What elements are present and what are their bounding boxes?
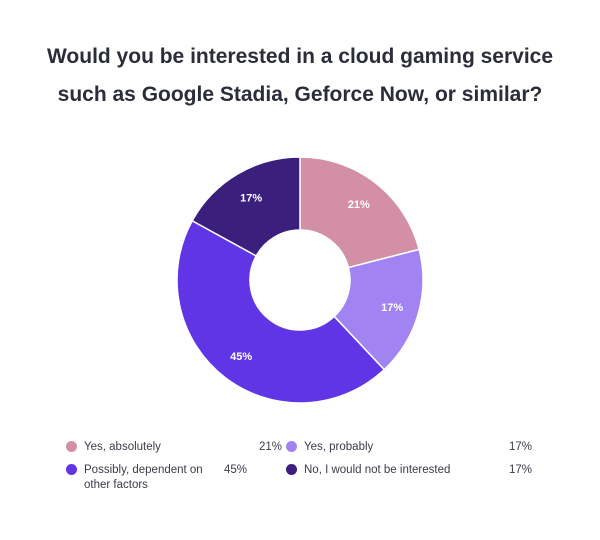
legend: Yes, absolutely 21% Yes, probably 17% Po… — [66, 440, 536, 493]
legend-item-not-interested[interactable]: No, I would not be interested 17% — [286, 463, 536, 493]
legend-item-yes-probably[interactable]: Yes, probably 17% — [286, 440, 536, 455]
slice-label-yes-absolutely: 21% — [348, 199, 370, 211]
legend-value: 45% — [224, 464, 248, 476]
legend-value: 21% — [258, 441, 282, 453]
legend-label: No, I would not be interested — [304, 464, 451, 476]
legend-swatch — [66, 441, 77, 452]
legend-swatch — [66, 464, 77, 475]
donut-slice-not-interested[interactable] — [191, 156, 301, 257]
legend-value: 17% — [508, 441, 532, 453]
legend-swatch — [286, 441, 297, 452]
legend-label: Yes, absolutely — [84, 441, 161, 453]
slice-label-yes-probably: 17% — [381, 302, 403, 314]
legend-swatch — [286, 464, 297, 475]
legend-label: Yes, probably — [304, 441, 374, 453]
donut-slice-possibly[interactable] — [176, 219, 386, 404]
slice-label-not-interested: 17% — [240, 192, 262, 204]
chart-title: Would you be interested in a cloud gamin… — [46, 45, 554, 106]
legend-label: Possibly, dependent on other factors — [84, 464, 203, 491]
legend-item-yes-absolutely[interactable]: Yes, absolutely 21% — [66, 440, 286, 455]
donut-slice-yes-absolutely[interactable] — [299, 156, 421, 269]
slice-label-possibly: 45% — [230, 351, 252, 363]
legend-item-possibly[interactable]: Possibly, dependent on other factors 45% — [66, 463, 286, 493]
legend-value: 17% — [508, 464, 532, 476]
